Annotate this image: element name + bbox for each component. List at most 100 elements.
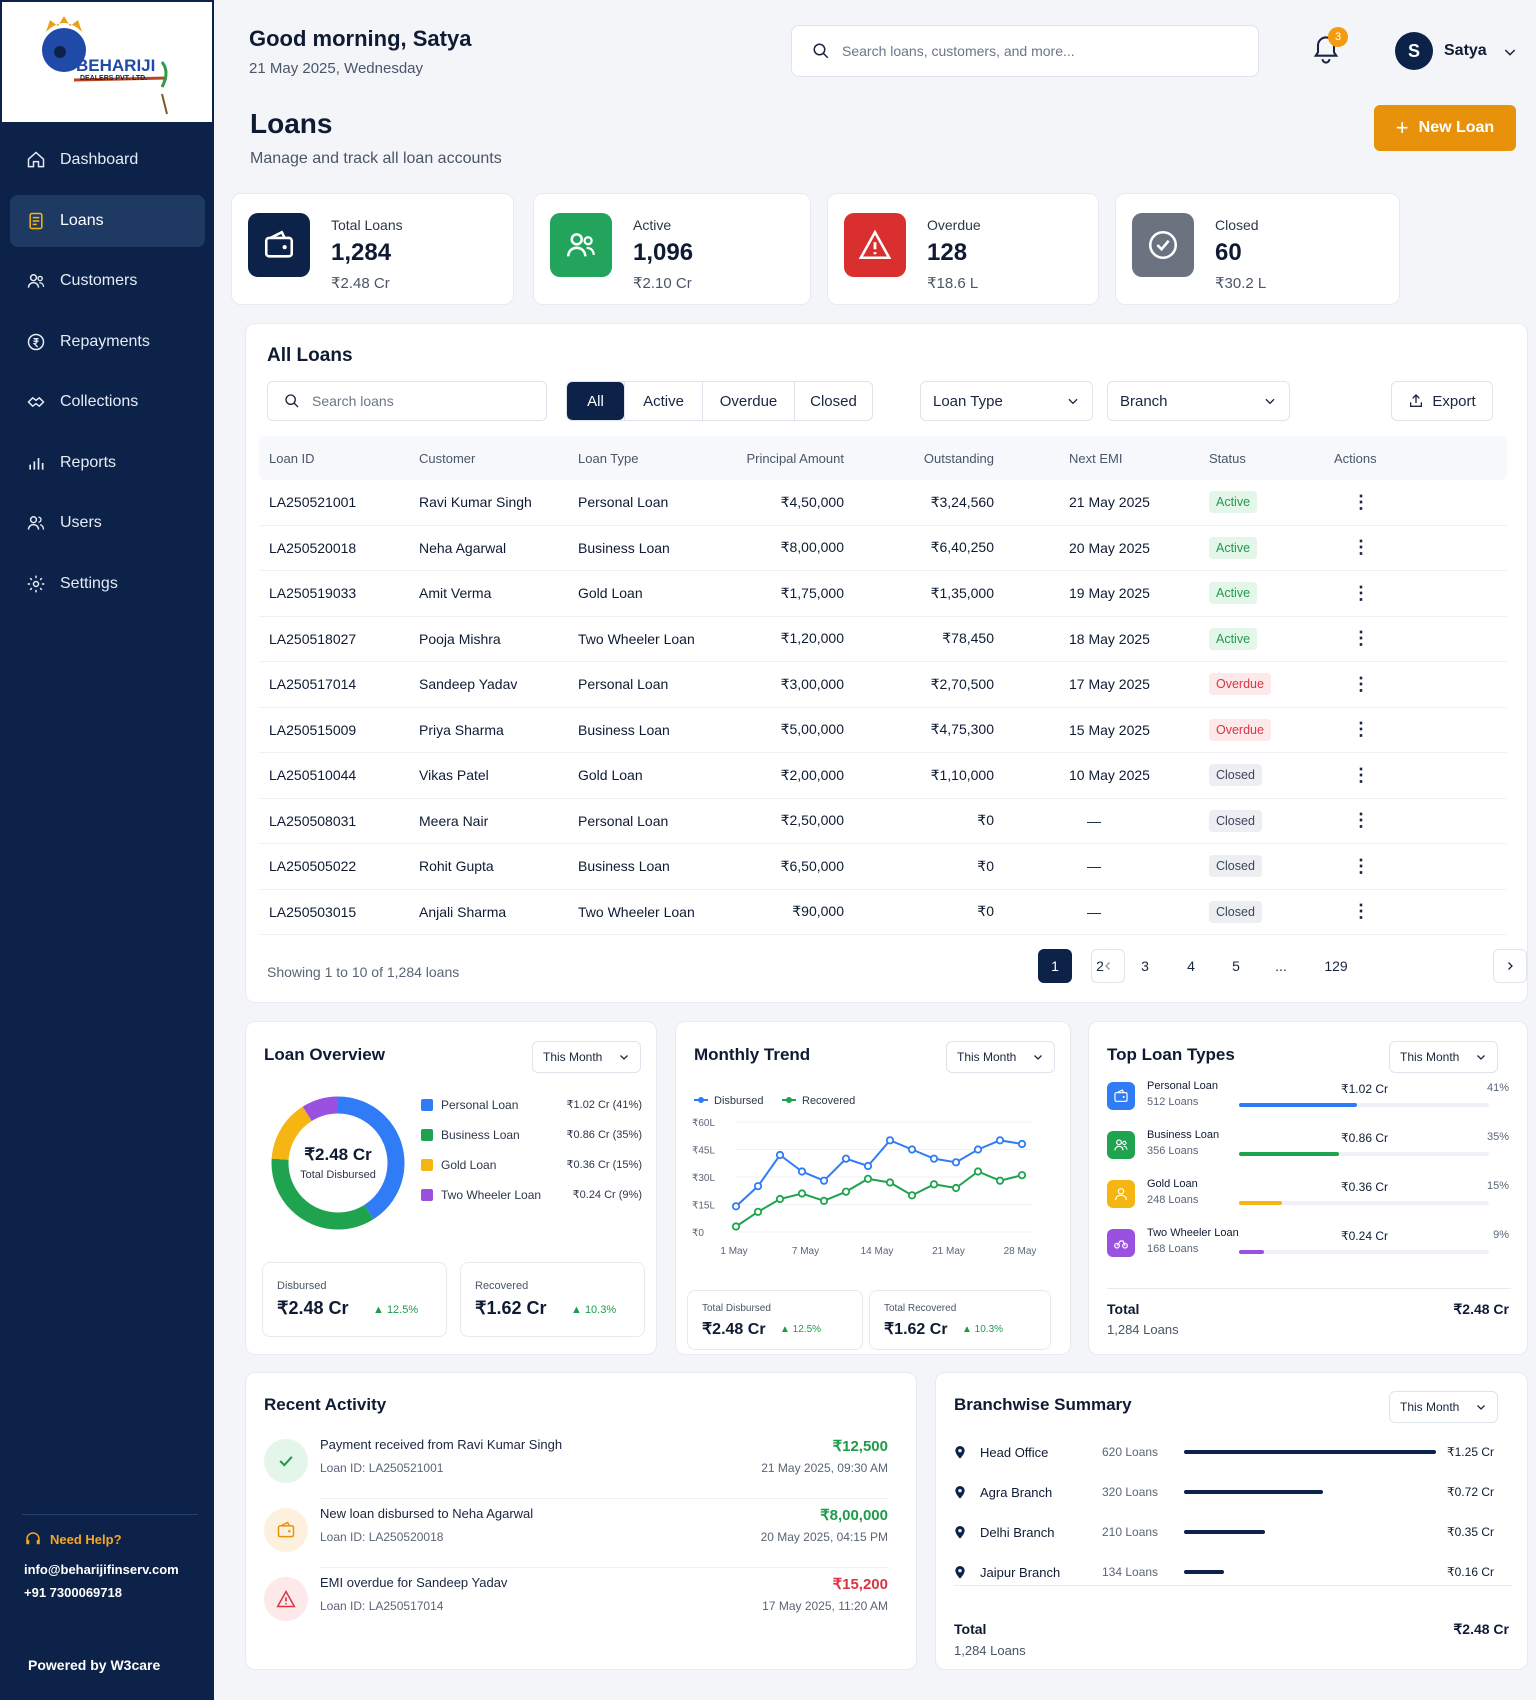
brand-logo[interactable]: BEHARIJI DEALERS PVT. LTD. bbox=[2, 2, 212, 122]
page-button-2[interactable]: 2 bbox=[1096, 958, 1104, 974]
more-actions-icon[interactable]: ⋮ bbox=[1352, 491, 1370, 512]
stat-card-closed[interactable]: Closed 60 ₹30.2 L bbox=[1115, 193, 1400, 305]
page-button-4[interactable]: 4 bbox=[1187, 958, 1195, 974]
branch-bar-fill bbox=[1184, 1450, 1436, 1454]
filter-tab-overdue[interactable]: Overdue bbox=[702, 382, 794, 420]
pin-icon bbox=[955, 1446, 965, 1459]
status-cell: Closed bbox=[1209, 900, 1309, 923]
filter-tab-all[interactable]: All bbox=[567, 382, 624, 420]
users-icon bbox=[566, 233, 595, 257]
disbursed-summary: Disbursed ₹2.48 Cr ▲ 12.5% bbox=[262, 1262, 447, 1337]
stat-value: 1,284 bbox=[331, 239, 392, 266]
loan-id[interactable]: LA250508031 bbox=[269, 812, 357, 829]
loan-id[interactable]: LA250520018 bbox=[269, 539, 357, 556]
branch-period-select[interactable]: This Month bbox=[1389, 1391, 1498, 1423]
global-search-input[interactable]: Search loans, customers, and more... bbox=[791, 25, 1259, 77]
avatar[interactable]: S bbox=[1395, 32, 1433, 70]
table-row[interactable]: LA250505022 Rohit Gupta Business Loan ₹6,50… bbox=[259, 844, 1507, 890]
more-actions-icon[interactable]: ⋮ bbox=[1352, 719, 1370, 740]
page-button-129[interactable]: 129 bbox=[1324, 958, 1348, 974]
table-row[interactable]: LA250503015 Anjali Sharma Two Wheeler Loan… bbox=[259, 890, 1507, 935]
export-button[interactable]: Export bbox=[1391, 381, 1493, 421]
next-emi: 18 May 2025 bbox=[1069, 630, 1150, 647]
help-phone[interactable]: +91 7300069718 bbox=[24, 1585, 122, 1600]
table-row[interactable]: LA250518027 Pooja Mishra Two Wheeler Loan ₹… bbox=[259, 617, 1507, 662]
sidebar-item-settings[interactable]: Settings bbox=[10, 558, 205, 610]
loan-type: Business Loan bbox=[578, 539, 670, 556]
data-point bbox=[731, 1222, 741, 1231]
loan-id[interactable]: LA250505022 bbox=[269, 858, 357, 875]
sidebar-item-customers[interactable]: Customers bbox=[10, 255, 205, 307]
more-actions-icon[interactable]: ⋮ bbox=[1352, 537, 1370, 558]
branch-bar-fill bbox=[1184, 1490, 1323, 1494]
sidebar-item-dashboard[interactable]: Dashboard bbox=[10, 134, 205, 186]
more-actions-icon[interactable]: ⋮ bbox=[1352, 628, 1370, 649]
help-title[interactable]: Need Help? bbox=[24, 1530, 179, 1548]
table-row[interactable]: LA250519033 Amit Verma Gold Loan ₹1,75,000 ₹… bbox=[259, 571, 1507, 617]
branch-row[interactable]: Jaipur Branch 134 Loans ₹0.16 Cr bbox=[952, 1557, 1494, 1587]
gear-icon bbox=[27, 575, 45, 592]
loan-type-dropdown[interactable]: Loan Type bbox=[920, 381, 1093, 421]
branchwise-title: Branchwise Summary bbox=[954, 1395, 1132, 1414]
stat-card-overdue[interactable]: Overdue 128 ₹18.6 L bbox=[827, 193, 1099, 305]
prev-page-button[interactable] bbox=[1091, 949, 1125, 983]
table-row[interactable]: LA250520018 Neha Agarwal Business Loan ₹8,0… bbox=[259, 526, 1507, 571]
help-email[interactable]: info@beharijifinserv.com bbox=[24, 1562, 179, 1577]
filter-tab-active[interactable]: Active bbox=[624, 382, 702, 420]
type-name: Two Wheeler Loan bbox=[1147, 1227, 1239, 1239]
branch-dropdown[interactable]: Branch bbox=[1107, 381, 1290, 421]
types-period-select[interactable]: This Month bbox=[1389, 1041, 1498, 1073]
loan-id[interactable]: LA250503015 bbox=[269, 903, 357, 920]
loan-id[interactable]: LA250521001 bbox=[269, 494, 357, 511]
filter-tab-closed[interactable]: Closed bbox=[794, 382, 872, 420]
activity-item[interactable]: EMI overdue for Sandeep Yadav Loan ID: LA… bbox=[264, 1569, 888, 1637]
table-row[interactable]: LA250517014 Sandeep Yadav Personal Loan ₹3,… bbox=[259, 662, 1507, 708]
next-emi: 10 May 2025 bbox=[1069, 767, 1150, 784]
activity-item[interactable]: New loan disbursed to Neha Agarwal Loan I… bbox=[264, 1500, 888, 1568]
user-name[interactable]: Satya bbox=[1444, 42, 1487, 59]
stat-card-total-loans[interactable]: Total Loans 1,284 ₹2.48 Cr bbox=[231, 193, 514, 305]
page-button-1[interactable]: 1 bbox=[1038, 949, 1072, 983]
overview-period-select[interactable]: This Month bbox=[532, 1041, 641, 1073]
new-loan-button[interactable]: + New Loan bbox=[1374, 105, 1516, 151]
next-emi: 20 May 2025 bbox=[1069, 539, 1150, 556]
sidebar-item-reports[interactable]: Reports bbox=[10, 437, 205, 489]
total-recovered-value: ₹1.62 Cr bbox=[884, 1321, 948, 1338]
table-row[interactable]: LA250521001 Ravi Kumar Singh Personal Loan… bbox=[259, 480, 1507, 526]
branch-row[interactable]: Delhi Branch 210 Loans ₹0.35 Cr bbox=[952, 1517, 1494, 1547]
sidebar-item-loans[interactable]: Loans bbox=[10, 194, 205, 247]
upload-icon bbox=[1410, 394, 1423, 407]
table-row[interactable]: LA250508031 Meera Nair Personal Loan ₹2,50,… bbox=[259, 799, 1507, 844]
loan-id[interactable]: LA250510044 bbox=[269, 767, 357, 784]
more-actions-icon[interactable]: ⋮ bbox=[1352, 764, 1370, 785]
trend-period-select[interactable]: This Month bbox=[946, 1041, 1055, 1073]
branch-row[interactable]: Agra Branch 320 Loans ₹0.72 Cr bbox=[952, 1477, 1494, 1507]
wallet-icon bbox=[277, 1521, 295, 1538]
more-actions-icon[interactable]: ⋮ bbox=[1352, 855, 1370, 876]
more-actions-icon[interactable]: ⋮ bbox=[1352, 810, 1370, 831]
page-button-3[interactable]: 3 bbox=[1141, 958, 1149, 974]
sidebar-item-repayments[interactable]: Repayments bbox=[10, 316, 205, 368]
loan-id[interactable]: LA250518027 bbox=[269, 630, 357, 647]
more-actions-icon[interactable]: ⋮ bbox=[1352, 901, 1370, 922]
loan-id[interactable]: LA250517014 bbox=[269, 676, 357, 693]
more-actions-icon[interactable]: ⋮ bbox=[1352, 582, 1370, 603]
next-emi: 21 May 2025 bbox=[1069, 494, 1150, 511]
branch-row[interactable]: Head Office 620 Loans ₹1.25 Cr bbox=[952, 1437, 1494, 1467]
stat-card-active[interactable]: Active 1,096 ₹2.10 Cr bbox=[533, 193, 811, 305]
next-page-button[interactable] bbox=[1493, 949, 1527, 983]
loan-id[interactable]: LA250515009 bbox=[269, 721, 357, 738]
principal-amount: ₹1,20,000 bbox=[780, 630, 844, 647]
sidebar-item-collections[interactable]: Collections bbox=[10, 376, 205, 428]
table-row[interactable]: LA250515009 Priya Sharma Business Loan ₹5,0… bbox=[259, 708, 1507, 753]
warning-icon bbox=[858, 229, 892, 260]
activity-item[interactable]: Payment received from Ravi Kumar Singh Lo… bbox=[264, 1431, 888, 1499]
chevron-down-icon[interactable] bbox=[1502, 44, 1518, 60]
x-tick-label: 7 May bbox=[792, 1246, 819, 1257]
loan-search-input[interactable]: Search loans bbox=[267, 381, 547, 421]
loan-id[interactable]: LA250519033 bbox=[269, 585, 357, 602]
sidebar-item-users[interactable]: Users bbox=[10, 497, 205, 549]
table-row[interactable]: LA250510044 Vikas Patel Gold Loan ₹2,00,000… bbox=[259, 753, 1507, 799]
page-button-5[interactable]: 5 bbox=[1232, 958, 1240, 974]
more-actions-icon[interactable]: ⋮ bbox=[1352, 673, 1370, 694]
